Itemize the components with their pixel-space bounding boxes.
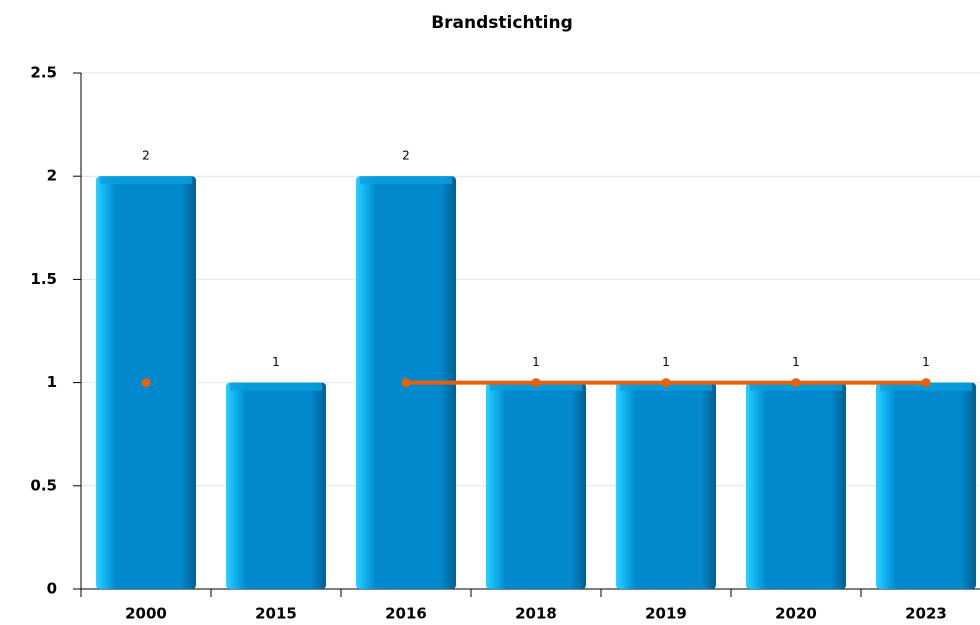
data-label: 1 <box>792 355 800 369</box>
line-point <box>141 378 151 388</box>
bar <box>486 382 586 589</box>
data-label: 2 <box>402 149 410 163</box>
x-tick-label: 2019 <box>645 605 687 623</box>
bar <box>876 382 976 589</box>
chart-title: Brandstichting <box>431 13 573 33</box>
x-tick-label: 2023 <box>905 605 947 623</box>
bar <box>616 382 716 589</box>
data-label: 1 <box>272 355 280 369</box>
bar-bevel <box>360 176 452 185</box>
line-point <box>791 378 801 388</box>
data-label: 1 <box>532 355 540 369</box>
bar-bevel <box>230 382 322 391</box>
line-point <box>661 378 671 388</box>
y-tick-label: 0 <box>47 580 57 598</box>
bar <box>226 382 326 589</box>
x-tick-label: 2016 <box>385 605 427 623</box>
bar-bevel <box>100 176 192 185</box>
x-tick-label: 2018 <box>515 605 557 623</box>
line-point <box>921 378 931 388</box>
x-tick-label: 2000 <box>125 605 167 623</box>
data-label: 2 <box>142 149 150 163</box>
y-tick-label: 1.5 <box>30 270 57 288</box>
y-tick-label: 1 <box>47 373 57 391</box>
data-label: 1 <box>662 355 670 369</box>
x-tick-label: 2015 <box>255 605 297 623</box>
y-tick-label: 2.5 <box>30 64 57 82</box>
y-tick-label: 2 <box>47 167 57 185</box>
x-tick-label: 2020 <box>775 605 817 623</box>
y-tick-label: 0.5 <box>30 476 57 494</box>
line-point <box>401 378 411 388</box>
line-point <box>531 378 541 388</box>
data-label: 1 <box>922 355 930 369</box>
bar <box>746 382 846 589</box>
